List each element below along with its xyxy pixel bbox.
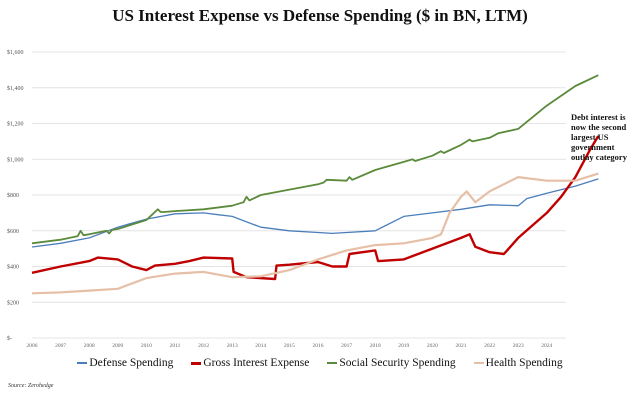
y-tick-label: $400 <box>7 264 19 271</box>
legend-label: Health Spending <box>485 357 563 369</box>
y-tick-label: $1,000 <box>7 156 24 163</box>
x-tick-label: 2010 <box>141 343 152 349</box>
source-note: Source: Zerohedge <box>8 383 54 389</box>
x-tick-label: 2012 <box>198 343 209 349</box>
x-tick-label: 2019 <box>398 343 409 349</box>
x-tick-label: 2011 <box>170 343 181 349</box>
legend-swatch <box>473 362 484 364</box>
x-tick-label: 2015 <box>284 343 295 349</box>
legend: Defense Spending Gross Interest Expense … <box>0 357 640 369</box>
series-line-social-security-spending <box>31 74 599 245</box>
legend-swatch <box>191 361 202 365</box>
x-tick-label: 2006 <box>27 343 38 349</box>
annotation: Debt interest is now the second largest … <box>571 112 627 162</box>
series-line-defense-spending <box>31 178 599 248</box>
x-tick-label: 2024 <box>541 343 552 349</box>
x-tick-label: 2007 <box>55 343 66 349</box>
y-tick-label: $200 <box>7 299 19 306</box>
x-tick-label: 2022 <box>484 343 495 349</box>
x-tick-label: 2021 <box>456 343 467 349</box>
y-tick-label: $800 <box>7 192 19 199</box>
x-tick-label: 2023 <box>513 343 524 349</box>
x-tick-label: 2008 <box>84 343 95 349</box>
x-tick-label: 2018 <box>370 343 381 349</box>
legend-item-defense: Defense Spending <box>77 357 173 369</box>
series-line-gross-interest-expense <box>31 135 600 281</box>
legend-item-social-security: Social Security Spending <box>327 357 456 369</box>
y-tick-label: $600 <box>7 228 19 235</box>
legend-swatch <box>77 362 88 364</box>
legend-label: Gross Interest Expense <box>203 357 310 369</box>
x-tick-label: 2014 <box>255 343 266 349</box>
x-tick-label: 2020 <box>427 343 438 349</box>
legend-swatch <box>327 362 338 364</box>
legend-item-health: Health Spending <box>473 357 563 369</box>
y-tick-label: $1,400 <box>7 85 24 92</box>
x-tick-label: 2016 <box>313 343 324 349</box>
y-tick-label: $- <box>7 335 12 342</box>
legend-label: Social Security Spending <box>339 357 456 369</box>
legend-label: Defense Spending <box>89 357 174 369</box>
x-tick-label: 2009 <box>112 343 123 349</box>
y-tick-label: $1,200 <box>7 121 24 128</box>
x-tick-label: 2013 <box>227 343 238 349</box>
chart-title: US Interest Expense vs Defense Spending … <box>112 6 528 25</box>
y-tick-label: $1,600 <box>7 49 24 56</box>
legend-item-interest: Gross Interest Expense <box>191 357 309 369</box>
x-tick-label: 2017 <box>341 343 352 349</box>
series-line-health-spending <box>31 172 599 295</box>
